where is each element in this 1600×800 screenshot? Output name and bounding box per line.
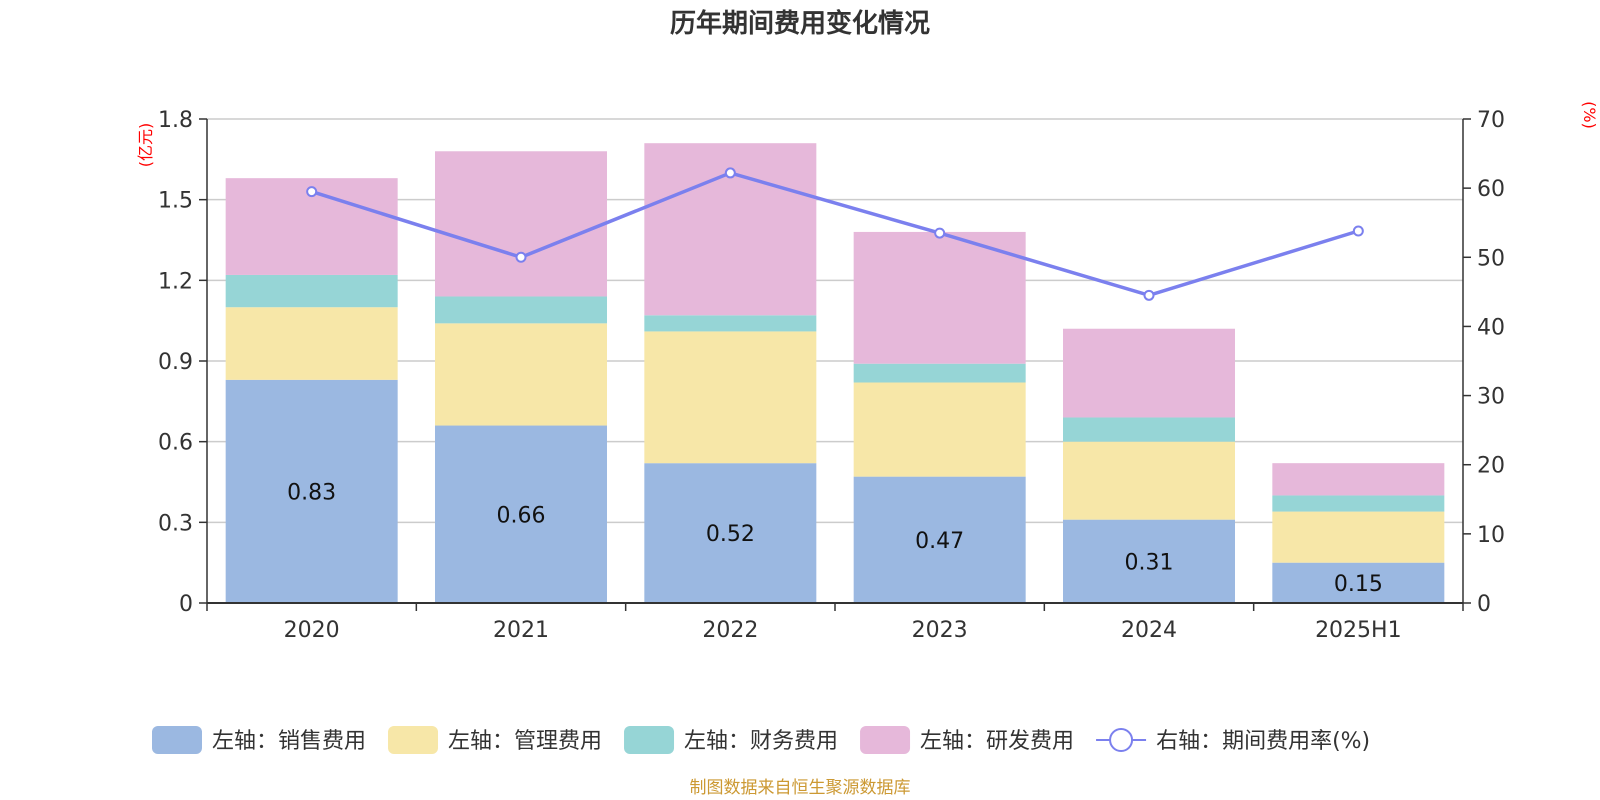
left-axis-unit: (亿元): [136, 123, 155, 168]
bar-segment: [853, 382, 1026, 477]
data-labels: 0.83 0.66 0.52 0.47 0.31 0.15: [287, 480, 1383, 596]
right-axis-tick-label: 60: [1477, 177, 1505, 202]
bar-segment: [435, 425, 607, 603]
legend-swatch: [624, 726, 675, 754]
bar-segment: [1063, 441, 1235, 520]
chart-title: 历年期间费用变化情况: [670, 8, 930, 39]
rate-line-point: [306, 186, 318, 198]
bar-segment: [435, 151, 607, 297]
bar-segment: [225, 379, 398, 603]
bar-value-label: 0.15: [1334, 572, 1383, 597]
bar-segment: [644, 315, 817, 332]
bar-segment: [435, 323, 607, 426]
bar-segment: [1272, 463, 1445, 496]
bar-value-label: 0.31: [1125, 550, 1174, 575]
right-axis-tick-label: 30: [1477, 385, 1505, 410]
rate-line-point: [724, 167, 736, 179]
bar-segment: [644, 331, 817, 464]
left-axis-tick-label: 1.5: [158, 189, 193, 214]
bar-segment: [853, 363, 1026, 383]
left-axis-tick-label: 0.6: [158, 431, 193, 456]
left-axis-tick-label: 0.9: [158, 350, 193, 375]
bar-segment: [435, 296, 607, 324]
rate-line-path: [311, 171, 1359, 298]
bar-segment: [1063, 417, 1235, 442]
bar-value-label: 0.52: [706, 522, 755, 547]
x-axis-tick-label: 2025H1: [1315, 618, 1402, 643]
legend-label: 右轴：期间费用率(%): [1156, 729, 1370, 754]
right-axis-tick-label: 0: [1477, 592, 1491, 617]
left-axis-tick-label: 0: [179, 592, 193, 617]
legend-label: 左轴：管理费用: [448, 729, 602, 754]
x-axis-tick-label: 2021: [493, 618, 549, 643]
right-axis-unit: (%): [1580, 101, 1599, 129]
x-axis-tick-label: 2024: [1121, 618, 1177, 643]
right-axis-tick-label: 20: [1477, 454, 1505, 479]
right-axis-tick-label: 70: [1477, 108, 1505, 133]
legend-marker: [1109, 728, 1134, 752]
x-axis-tick-label: 2020: [284, 618, 340, 643]
bar-segment: [644, 463, 817, 603]
x-axis-tick-label: 2023: [912, 618, 968, 643]
right-axis-tick-label: 10: [1477, 523, 1505, 548]
x-axis-tick-label: 2022: [702, 618, 758, 643]
bar-value-label: 0.47: [915, 529, 964, 554]
legend: 左轴：销售费用 左轴：管理费用 左轴：财务费用 左轴：研发费用 右轴：期间费用率(%): [152, 726, 1370, 754]
legend-label: 左轴：研发费用: [920, 729, 1074, 754]
bar-segment: [225, 274, 398, 308]
legend-swatch: [860, 726, 911, 754]
rate-line-point: [515, 251, 527, 263]
right-axis-tick-label: 40: [1477, 315, 1505, 340]
bar-segment: [1063, 328, 1235, 418]
legend-label: 左轴：销售费用: [212, 729, 366, 754]
grid-lines: [207, 118, 1463, 524]
legend-label: 左轴：财务费用: [684, 729, 838, 754]
bar-value-label: 0.66: [497, 503, 546, 528]
left-axis-tick-label: 0.3: [158, 511, 193, 536]
bar-segment: [853, 231, 1026, 364]
bar-segment: [1272, 511, 1445, 563]
legend-swatch: [388, 726, 439, 754]
rate-line-point: [934, 227, 946, 239]
bar-segment: [853, 476, 1026, 603]
bar-segment: [1272, 495, 1445, 512]
source-note: 制图数据来自恒生聚源数据库: [690, 778, 911, 798]
rate-line: [306, 167, 1364, 301]
left-axis-tick-label: 1.2: [158, 269, 193, 294]
bars: [225, 143, 1445, 603]
legend-swatch: [152, 726, 202, 754]
bar-segment: [225, 307, 398, 380]
right-axis-tick-label: 50: [1477, 246, 1505, 271]
rate-line-point: [1143, 289, 1155, 301]
rate-line-point: [1352, 225, 1364, 237]
bar-segment: [1063, 519, 1235, 603]
left-axis-tick-label: 1.8: [158, 108, 193, 133]
bar-segment: [1272, 562, 1445, 603]
bar-value-label: 0.83: [287, 480, 336, 505]
axes: 0 0.3 0.6 0.9 1.2 1.5 1.8 0 10 20 30 40 50 60 70 2020 20…: [158, 108, 1505, 643]
